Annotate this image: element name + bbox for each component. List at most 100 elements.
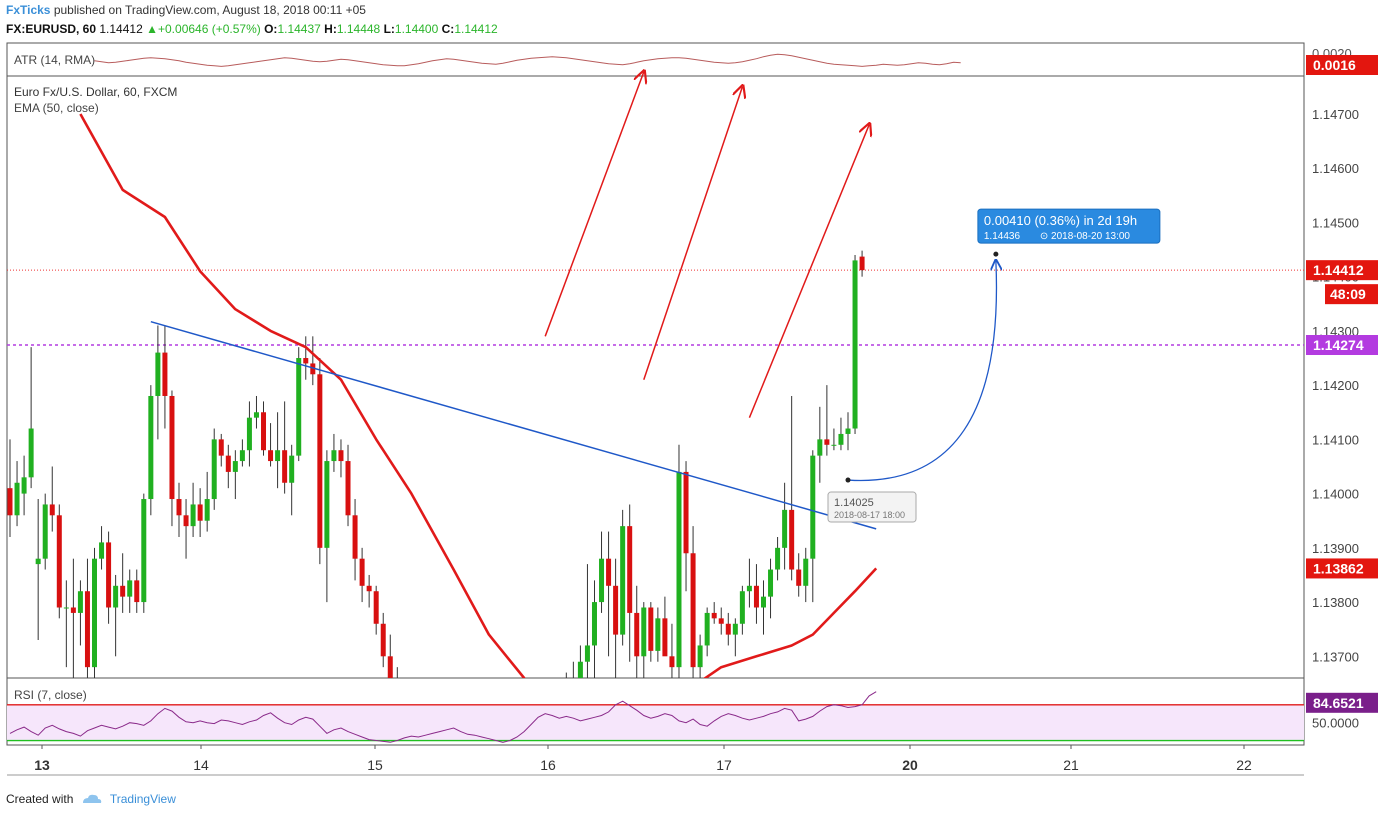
time-tick-label: 13 xyxy=(34,757,50,773)
low-label: L: xyxy=(383,22,395,36)
trendline xyxy=(150,320,877,530)
open-label: O: xyxy=(264,22,278,36)
candle-bear xyxy=(753,585,759,608)
candle-bull xyxy=(775,547,781,570)
time-tick-label: 21 xyxy=(1063,757,1079,773)
rsi-band-fill xyxy=(7,704,1304,741)
price-tick-label: 1.13900 xyxy=(1312,541,1359,556)
candle-bear xyxy=(359,558,365,586)
candle-bull xyxy=(289,455,295,483)
drawn-arrow xyxy=(748,125,869,418)
candle-bull xyxy=(507,765,512,781)
created-with-text: Created with xyxy=(6,792,74,806)
candle-bull xyxy=(571,678,576,694)
candle-bull xyxy=(77,591,83,613)
candle-bull xyxy=(324,461,330,548)
candle-bull xyxy=(253,412,259,418)
tradingview-cloud-icon xyxy=(81,793,103,805)
candle-bear xyxy=(183,515,189,527)
price-tick-label: 1.14200 xyxy=(1312,378,1359,393)
projection-end-point xyxy=(993,251,999,257)
candle-bull xyxy=(190,504,196,527)
candle-bear xyxy=(669,656,675,668)
time-tick-label: 20 xyxy=(902,757,918,773)
point-tooltip-date: 2018-08-17 18:00 xyxy=(834,510,905,520)
candle-bear xyxy=(380,623,386,657)
price-tick-label: 1.14000 xyxy=(1312,487,1359,502)
candle-bull xyxy=(591,602,597,646)
ema-indicator-label: EMA (50, close) xyxy=(14,101,99,115)
candle-bull xyxy=(14,482,20,516)
candle-bear xyxy=(317,374,323,548)
candle-bear xyxy=(796,569,802,586)
last-price: 1.14412 xyxy=(99,22,143,36)
candle-bull xyxy=(577,661,583,678)
candle-bull xyxy=(232,461,238,472)
candle-bull xyxy=(746,585,752,592)
candle-bull xyxy=(810,455,816,559)
candle-bear xyxy=(430,786,435,790)
candle-bear xyxy=(627,526,633,613)
ema-price-tag xyxy=(1306,558,1378,579)
ema-line xyxy=(79,113,878,678)
candle-bull xyxy=(113,585,119,608)
candle-bear xyxy=(606,558,612,586)
symbol-info-bar: FX:EURUSD, 60 1.14412 ▲+0.00646 (+0.57%)… xyxy=(6,22,498,36)
low-value: 1.14400 xyxy=(394,22,439,36)
candle-bear xyxy=(423,781,428,786)
projection-label-box xyxy=(977,208,1161,244)
candle-bear xyxy=(634,612,640,657)
candle-bull xyxy=(845,428,851,434)
projection-curve xyxy=(847,261,996,482)
atr-value-label: 0.0016 xyxy=(1313,57,1356,73)
time-tick-label: 22 xyxy=(1236,757,1252,773)
close-value: 1.14412 xyxy=(454,22,498,36)
candle-bear xyxy=(310,363,316,375)
time-tick-label: 14 xyxy=(193,757,209,773)
candle-bull xyxy=(275,450,281,462)
last-price-tag xyxy=(1306,260,1378,281)
level-price-tag xyxy=(1306,335,1378,356)
candle-bear xyxy=(522,754,527,765)
candle-bull xyxy=(127,580,133,597)
rsi-title: RSI (7, close) xyxy=(14,688,87,702)
candle-bear xyxy=(789,509,795,570)
candle-bear xyxy=(225,455,231,472)
time-tick-label: 16 xyxy=(540,757,556,773)
candle-bull xyxy=(676,471,682,668)
candle-bull xyxy=(782,509,788,548)
price-tick-label: 1.13700 xyxy=(1312,649,1359,664)
rsi-value-label: 84.6521 xyxy=(1313,695,1364,711)
candle-bear xyxy=(84,591,90,668)
author-link[interactable]: FxTicks xyxy=(6,3,51,17)
candle-bear xyxy=(7,488,13,516)
candle-bull xyxy=(584,645,590,662)
candle-bear xyxy=(282,450,288,483)
candle-bull xyxy=(655,618,661,651)
candle-bull xyxy=(641,607,647,657)
chart-title: Euro Fx/U.S. Dollar, 60, FXCM xyxy=(14,85,177,99)
rsi-pane xyxy=(9,691,877,743)
candle-bull xyxy=(817,439,823,456)
rsi-value-tag xyxy=(1306,692,1378,713)
candle-bull xyxy=(148,395,154,500)
candle-bull xyxy=(204,499,210,521)
atr-value-tag xyxy=(1306,55,1378,75)
candle-bull xyxy=(739,591,745,624)
candle-bull xyxy=(768,569,774,597)
projection-label-price: 1.14436 xyxy=(984,231,1021,242)
candle-bull xyxy=(599,558,605,603)
price-tick-label: 1.14600 xyxy=(1312,161,1359,176)
candle-bull xyxy=(99,542,105,559)
candle-bull xyxy=(838,433,844,445)
footer: Created with TradingView xyxy=(6,791,176,806)
tradingview-link[interactable]: TradingView xyxy=(109,792,176,806)
candle-bull xyxy=(246,417,252,451)
candle-bear xyxy=(197,504,203,521)
price-tick-label: 1.13800 xyxy=(1312,595,1359,610)
candle-bull xyxy=(63,607,69,609)
level-price-tag-label: 1.14274 xyxy=(1313,337,1364,353)
candle-bull xyxy=(493,776,498,787)
atr-pane xyxy=(94,53,961,67)
